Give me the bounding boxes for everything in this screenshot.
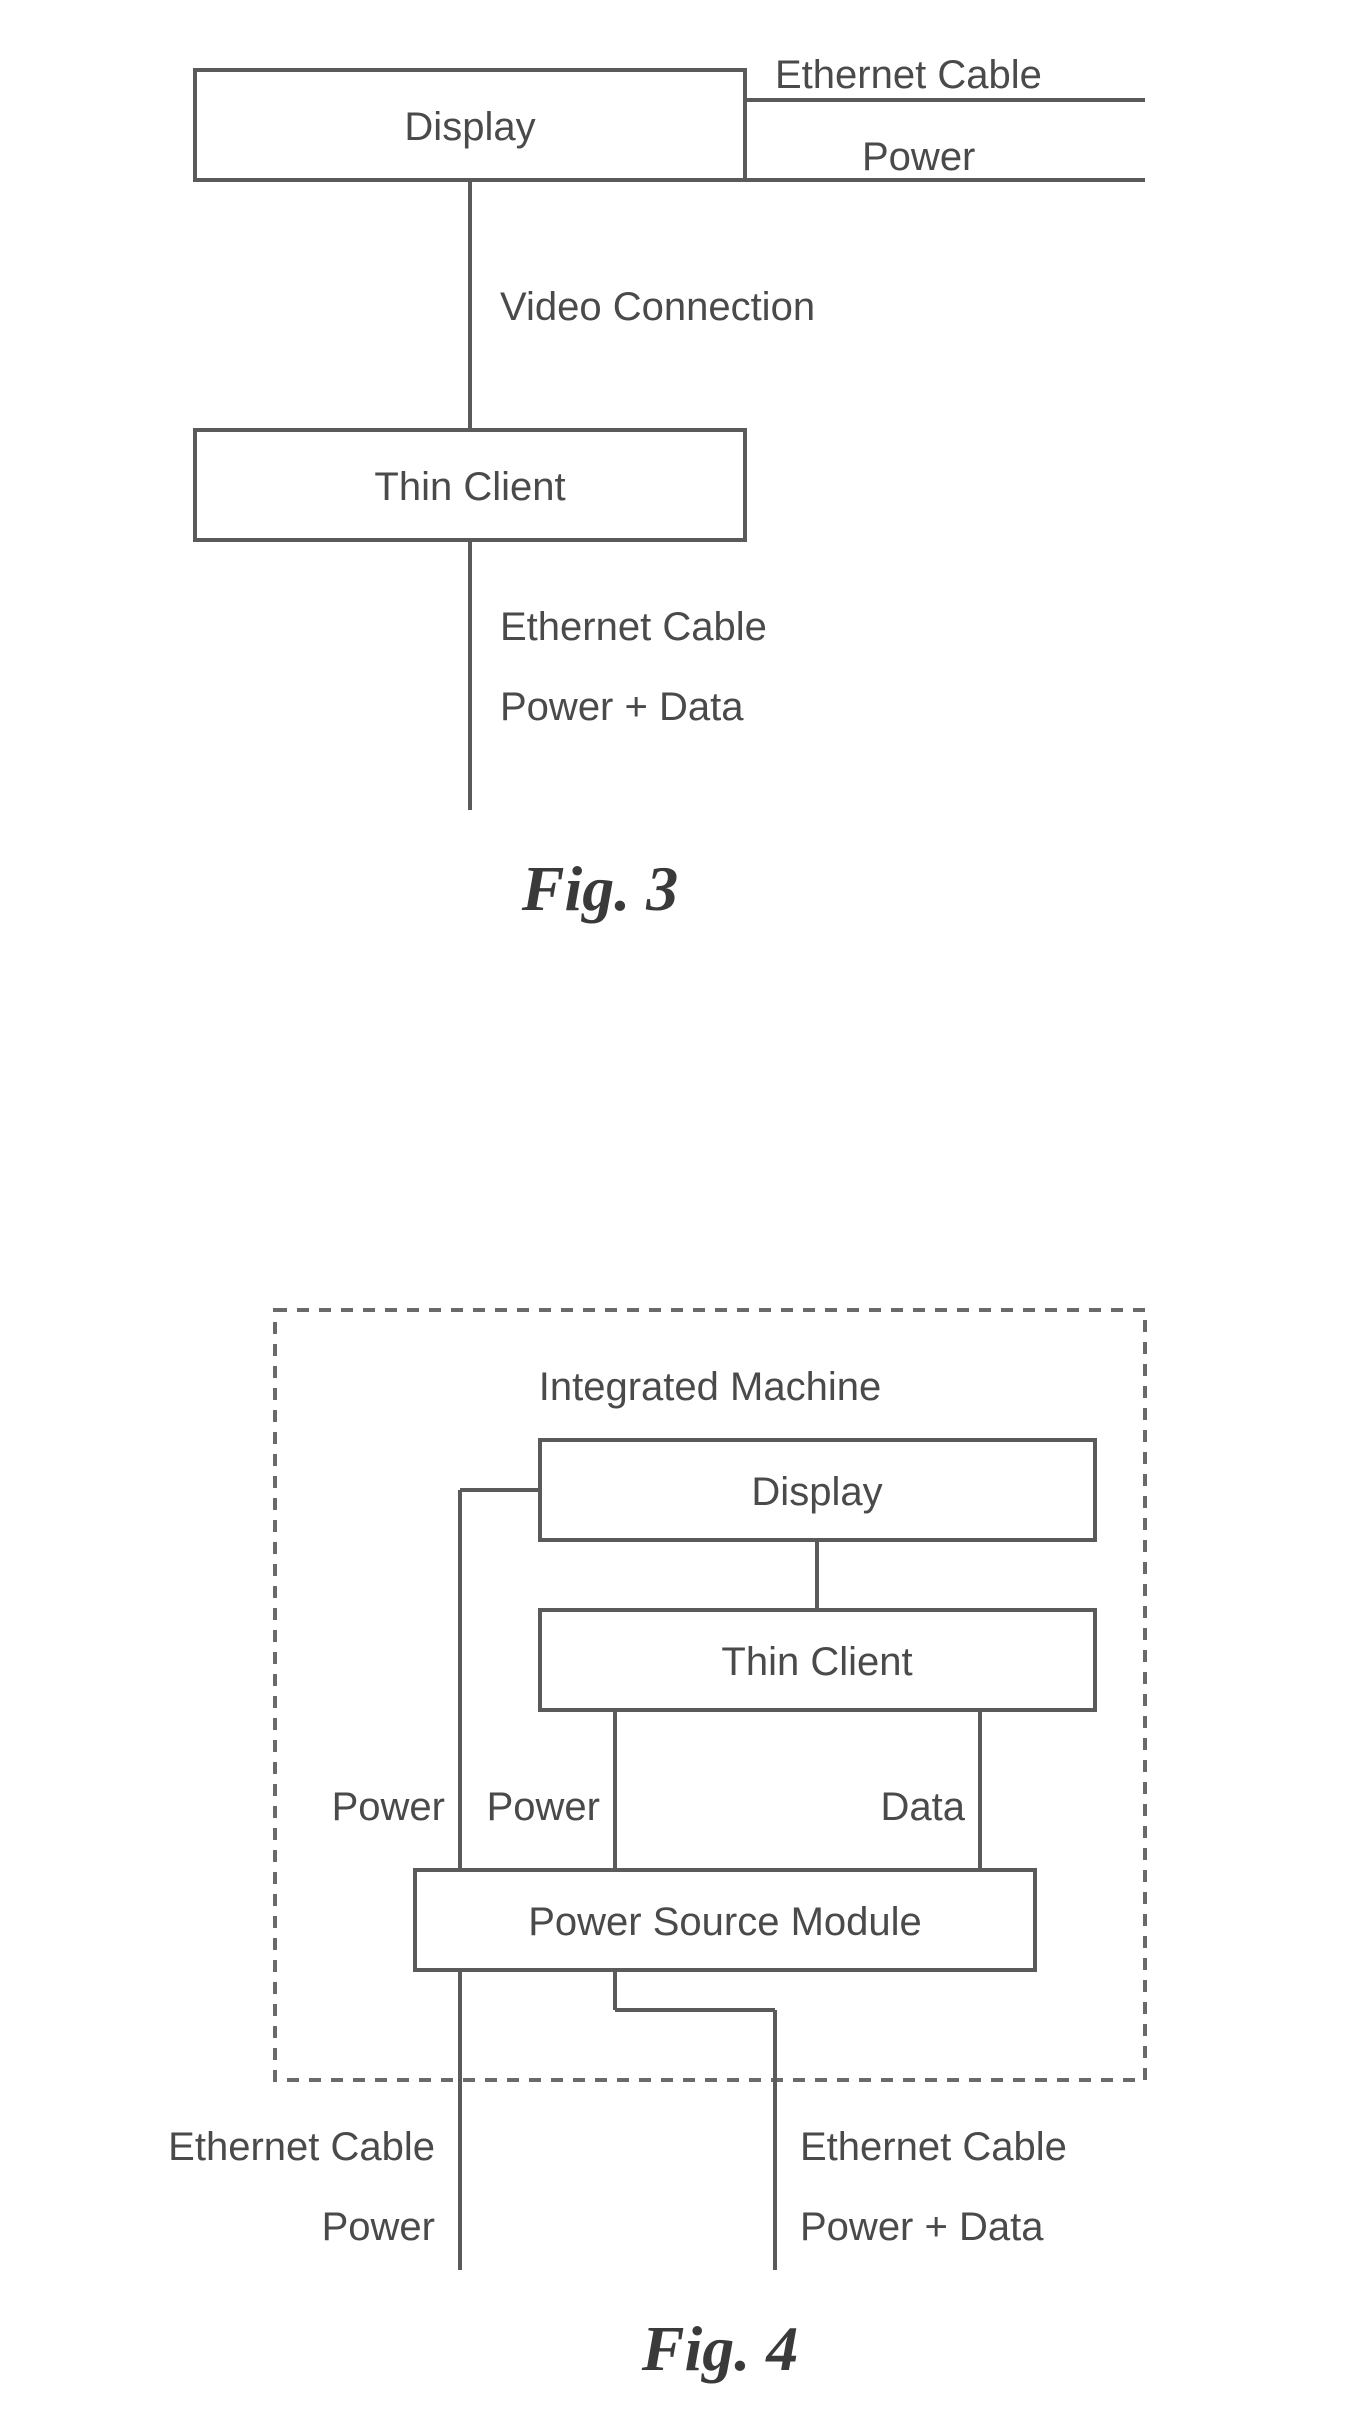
fig4-power-left-label: Power — [332, 1785, 445, 1829]
fig3-group: Display Ethernet Cable Power Video Conne… — [195, 53, 1145, 924]
fig4-eth-left-1: Ethernet Cable — [168, 2125, 435, 2169]
fig3-power-top-label: Power — [862, 135, 975, 179]
fig3-caption: Fig. 3 — [521, 853, 678, 924]
fig4-thinclient-label: Thin Client — [721, 1640, 912, 1684]
fig4-data-label: Data — [881, 1785, 966, 1829]
fig3-video-label: Video Connection — [500, 285, 815, 329]
fig3-thinclient-label: Thin Client — [374, 465, 565, 509]
diagram-canvas: Display Ethernet Cable Power Video Conne… — [0, 0, 1369, 2410]
fig4-display-label: Display — [751, 1470, 882, 1514]
fig4-group: Integrated Machine Display Thin Client P… — [168, 1310, 1145, 2384]
fig4-psm-label: Power Source Module — [528, 1900, 922, 1944]
fig3-ethernet-bottom-label: Ethernet Cable — [500, 605, 767, 649]
fig3-powerdata-label: Power + Data — [500, 685, 744, 729]
fig3-display-label: Display — [404, 105, 535, 149]
fig4-integrated-label: Integrated Machine — [539, 1365, 881, 1409]
fig4-power-mid-label: Power — [487, 1785, 600, 1829]
fig4-eth-right-2: Power + Data — [800, 2205, 1044, 2249]
fig3-ethernet-top-label: Ethernet Cable — [775, 53, 1042, 97]
fig4-caption: Fig. 4 — [641, 2313, 798, 2384]
fig4-eth-right-1: Ethernet Cable — [800, 2125, 1067, 2169]
fig4-eth-left-2: Power — [322, 2205, 435, 2249]
